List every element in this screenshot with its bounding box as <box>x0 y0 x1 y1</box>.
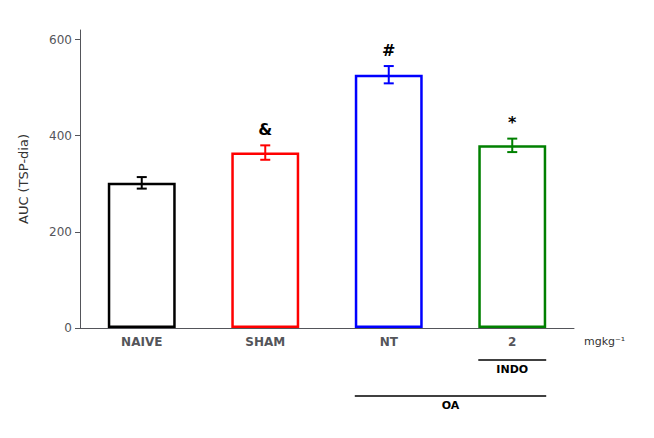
svg-text:200: 200 <box>49 225 72 239</box>
svg-text:SHAM: SHAM <box>245 335 285 349</box>
svg-text:400: 400 <box>49 129 72 143</box>
svg-text:2: 2 <box>508 335 516 349</box>
svg-text:NT: NT <box>380 335 399 349</box>
svg-text:OA: OA <box>442 399 460 412</box>
svg-text:&: & <box>258 120 272 139</box>
svg-text:mgkg⁻¹: mgkg⁻¹ <box>584 335 625 348</box>
svg-text:*: * <box>508 113 517 132</box>
svg-text:AUC (TSP-dia): AUC (TSP-dia) <box>16 134 31 224</box>
svg-text:NAIVE: NAIVE <box>121 335 162 349</box>
svg-text:#: # <box>382 41 395 60</box>
svg-text:INDO: INDO <box>496 363 528 376</box>
svg-text:0: 0 <box>64 321 72 335</box>
svg-text:600: 600 <box>49 33 72 47</box>
